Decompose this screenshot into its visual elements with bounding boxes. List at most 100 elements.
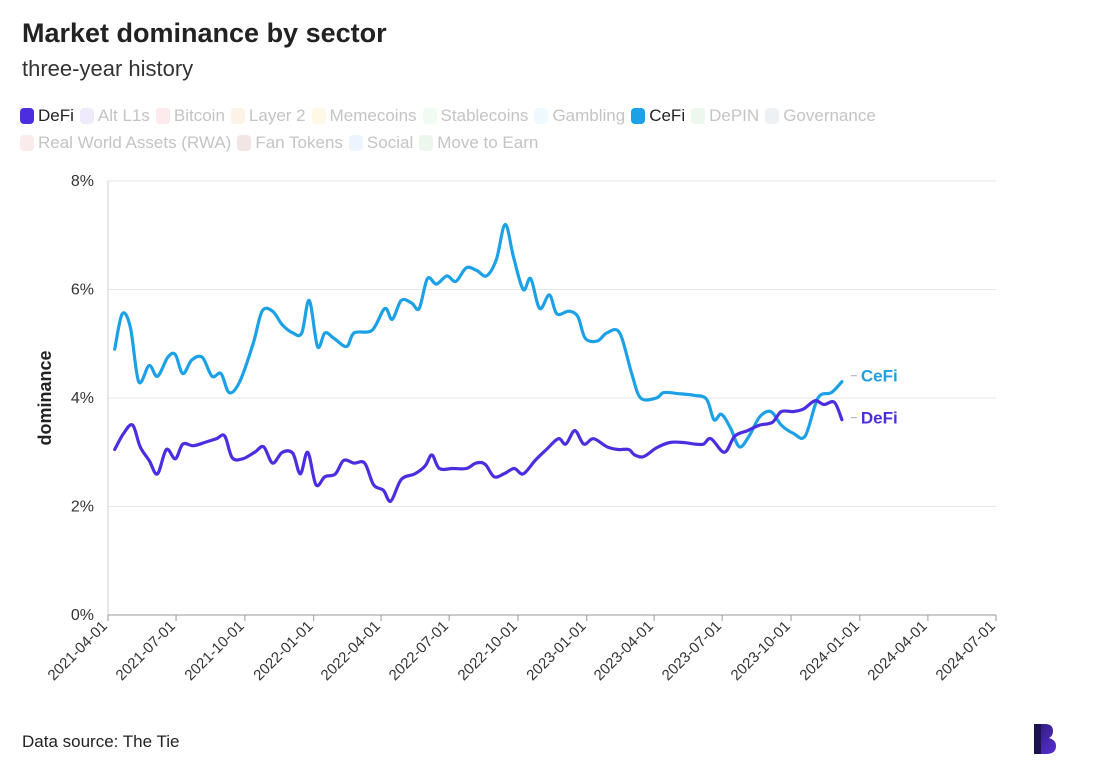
defi-data-point bbox=[723, 451, 725, 453]
legend-item-defi[interactable]: DeFi bbox=[20, 104, 74, 128]
cefi-data-point bbox=[292, 332, 294, 334]
cefi-data-point bbox=[174, 353, 176, 355]
cefi-data-point bbox=[738, 446, 740, 448]
legend-item-gambling[interactable]: Gambling bbox=[534, 104, 625, 128]
defi-data-point bbox=[746, 429, 748, 431]
defi-data-point bbox=[682, 441, 684, 443]
defi-data-point bbox=[780, 410, 782, 412]
cefi-data-point bbox=[156, 375, 158, 377]
defi-data-point bbox=[390, 500, 392, 502]
cefi-data-point bbox=[792, 432, 794, 434]
cefi-data-point bbox=[182, 372, 184, 374]
defi-data-point bbox=[324, 475, 326, 477]
defi-data-point bbox=[203, 441, 205, 443]
legend-label: CeFi bbox=[649, 106, 686, 125]
data-source-note: Data source: The Tie bbox=[22, 732, 180, 751]
defi-series-line bbox=[113, 399, 844, 503]
defi-data-point bbox=[606, 446, 608, 448]
cefi-data-point bbox=[619, 332, 621, 334]
defi-data-point bbox=[315, 484, 317, 486]
x-tick-label: 2022-01-01 bbox=[250, 618, 316, 684]
cefi-data-point bbox=[252, 343, 254, 345]
cefi-data-point bbox=[201, 356, 203, 358]
x-tick-label: 2022-04-01 bbox=[318, 618, 384, 684]
cefi-data-point bbox=[411, 302, 413, 304]
defi-data-point bbox=[513, 467, 515, 469]
cefi-data-point bbox=[220, 372, 222, 374]
cefi-data-point bbox=[281, 324, 283, 326]
cefi-data-point bbox=[271, 310, 273, 312]
defi-data-point bbox=[114, 448, 116, 450]
defi-data-point bbox=[814, 400, 816, 402]
x-tick-label: 2023-04-01 bbox=[591, 618, 657, 684]
x-tick-label: 2021-07-01 bbox=[113, 618, 179, 684]
cefi-data-point bbox=[841, 381, 843, 383]
legend-item-social[interactable]: Social bbox=[348, 131, 414, 155]
cefi-data-point bbox=[238, 381, 240, 383]
defi-data-point bbox=[642, 455, 644, 457]
defi-data-point bbox=[627, 448, 629, 450]
legend-item-stablecoins[interactable]: Stablecoins bbox=[422, 104, 529, 128]
defi-data-point bbox=[182, 443, 184, 445]
defi-data-point bbox=[452, 467, 454, 469]
x-tick-label: 2023-10-01 bbox=[728, 618, 794, 684]
defi-data-point bbox=[841, 419, 843, 421]
legend-item-move-to-earn[interactable]: Move to Earn bbox=[419, 131, 538, 155]
defi-data-point bbox=[123, 432, 125, 434]
x-tick-label: 2023-07-01 bbox=[659, 618, 725, 684]
legend-item-alt-l1s[interactable]: Alt L1s bbox=[79, 104, 150, 128]
defi-data-point bbox=[253, 451, 255, 453]
cefi-data-point bbox=[371, 329, 373, 331]
defi-data-point bbox=[655, 447, 657, 449]
legend-swatch bbox=[419, 135, 434, 151]
legend-item-layer-2[interactable]: Layer 2 bbox=[230, 104, 306, 128]
defi-data-point bbox=[241, 458, 243, 460]
defi-data-point bbox=[503, 473, 505, 475]
defi-data-point bbox=[307, 451, 309, 453]
defi-data-point bbox=[215, 437, 217, 439]
cefi-data-point bbox=[577, 315, 579, 317]
cefi-data-point bbox=[167, 356, 169, 358]
cefi-data-point bbox=[261, 310, 263, 312]
cefi-data-point bbox=[758, 416, 760, 418]
cefi-data-point bbox=[446, 275, 448, 277]
cefi-data-point bbox=[568, 310, 570, 312]
legend-label: Layer 2 bbox=[248, 106, 306, 125]
legend-item-bitcoin[interactable]: Bitcoin bbox=[155, 104, 225, 128]
legend-item-cefi[interactable]: CeFi bbox=[631, 104, 685, 128]
cefi-data-point bbox=[148, 364, 150, 366]
legend-item-memecoins[interactable]: Memecoins bbox=[311, 104, 417, 128]
cefi-data-point bbox=[391, 318, 393, 320]
x-tick-label: 2022-07-01 bbox=[386, 618, 452, 684]
legend-swatch bbox=[691, 108, 706, 124]
legend-label: Social bbox=[366, 133, 414, 152]
defi-data-point bbox=[522, 473, 524, 475]
defi-data-point bbox=[424, 465, 426, 467]
cefi-data-point bbox=[333, 337, 335, 339]
legend-label: Real World Assets (RWA) bbox=[38, 133, 232, 152]
cefi-data-point bbox=[418, 307, 420, 309]
cefi-data-point bbox=[485, 275, 487, 277]
cefi-data-point bbox=[455, 280, 457, 282]
legend-item-depin[interactable]: DePIN bbox=[691, 104, 759, 128]
defi-data-point bbox=[131, 424, 133, 426]
defi-data-point bbox=[363, 462, 365, 464]
legend-swatch bbox=[422, 108, 437, 124]
y-tick-label: 2% bbox=[71, 499, 94, 516]
x-tick-label: 2024-04-01 bbox=[864, 618, 930, 684]
legend-swatch bbox=[534, 108, 549, 124]
cefi-data-point bbox=[129, 326, 131, 328]
defi-data-point bbox=[833, 401, 835, 403]
legend-item-real-world-assets-rwa[interactable]: Real World Assets (RWA) bbox=[20, 131, 231, 155]
cefi-data-point bbox=[639, 397, 641, 399]
defi-data-point bbox=[574, 429, 576, 431]
legend-label: Stablecoins bbox=[440, 106, 529, 125]
defi-data-point bbox=[669, 441, 671, 443]
cefi-data-point bbox=[705, 398, 707, 400]
legend-item-fan-tokens[interactable]: Fan Tokens bbox=[237, 131, 343, 155]
cefi-data-point bbox=[548, 294, 550, 296]
defi-data-point bbox=[771, 421, 773, 423]
cefi-data-point bbox=[316, 345, 318, 347]
legend-item-governance[interactable]: Governance bbox=[765, 104, 876, 128]
x-tick-label: 2024-07-01 bbox=[933, 618, 999, 684]
